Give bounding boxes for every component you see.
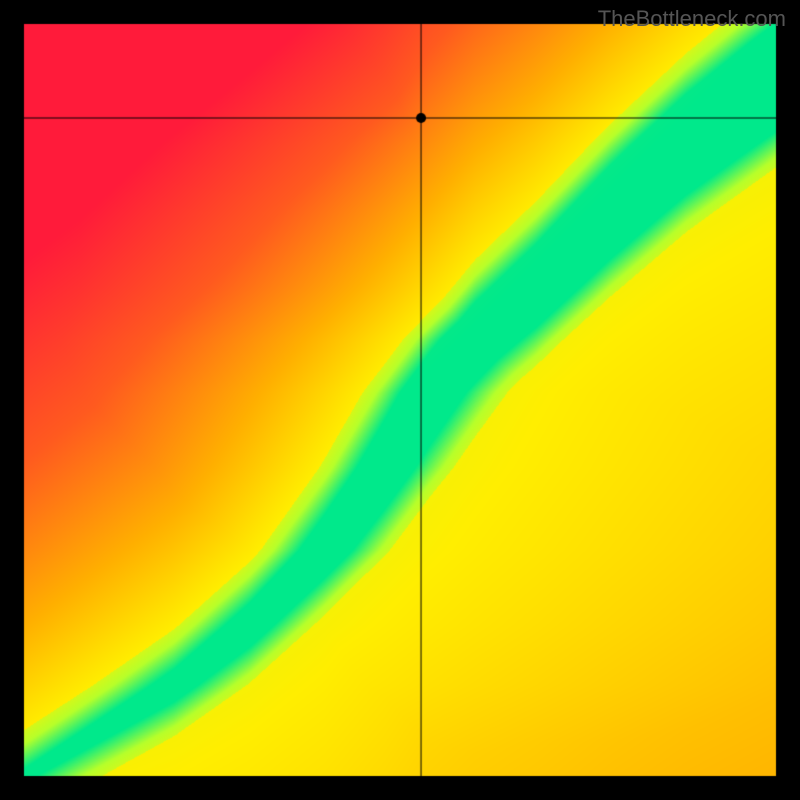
bottleneck-heatmap (0, 0, 800, 800)
site-watermark: TheBottleneck.com (598, 6, 786, 32)
